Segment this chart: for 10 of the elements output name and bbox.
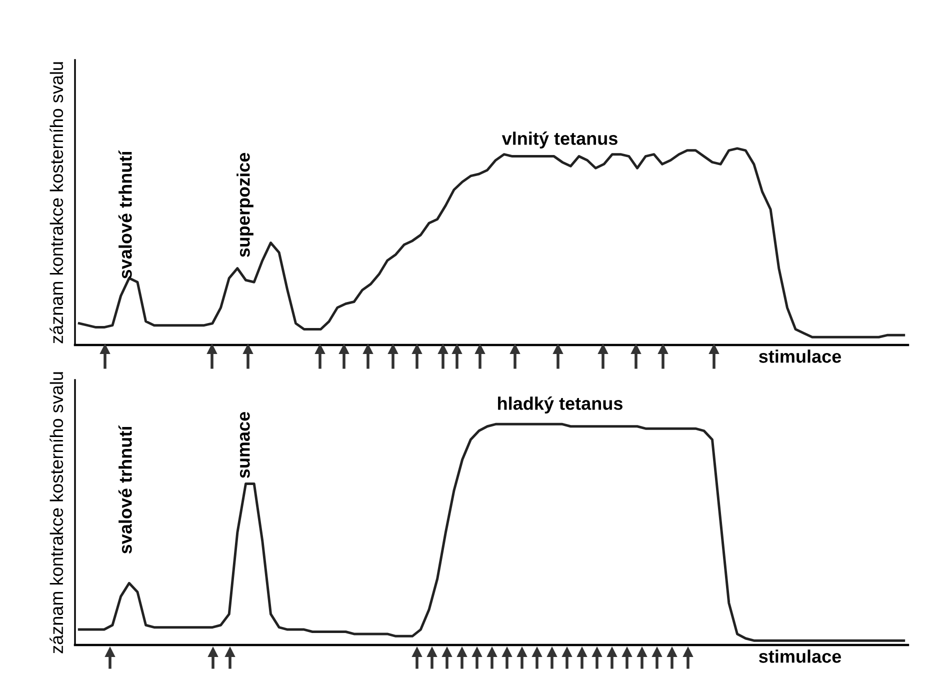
y-axis-title: záznam kontrakce kosterního svalu [50,372,64,654]
x-axis-title: stimulace [758,350,842,363]
annotation: svalové trhnutí [118,425,132,554]
x-axis-title: stimulace [758,650,842,663]
annotation: sumace [240,412,250,478]
annotation: svalové trhnutí [118,150,132,279]
annotation: vlnitý tetanus [502,132,618,148]
text: hladký tetanus [498,396,622,414]
annotation: superpozice [236,152,254,258]
y-axis-title: záznam kontrakce kosterního svalu [50,62,64,344]
